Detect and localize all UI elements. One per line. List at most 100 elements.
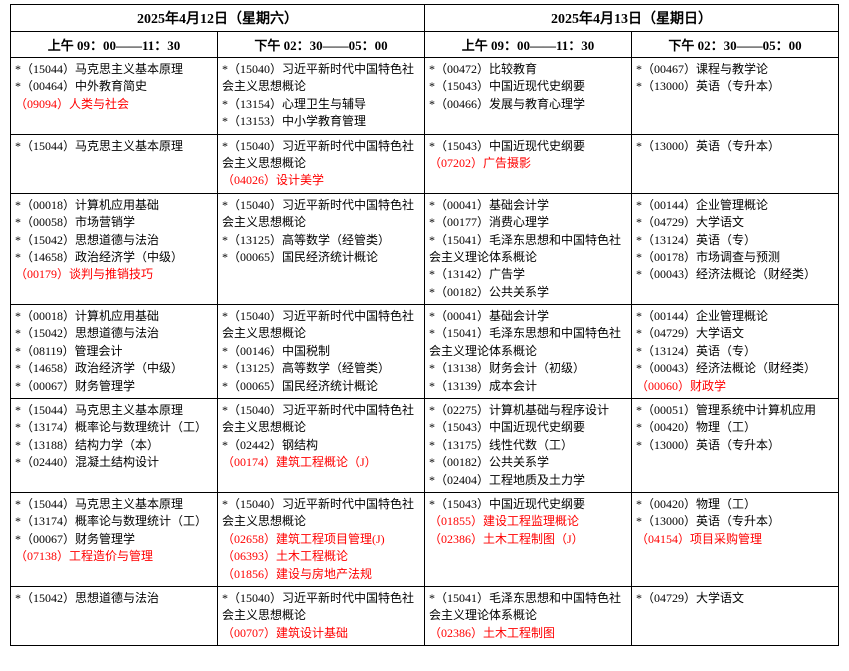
- course-item: *（14658）政治经济学（中级）: [15, 249, 213, 266]
- course-item: *（13125）高等数学（经管类）: [222, 360, 420, 377]
- course-item: *（15040）习近平新时代中国特色社会主义思想概论: [222, 197, 420, 232]
- table-row: *（00018）计算机应用基础*（15042）思想道德与法治*（08119）管理…: [11, 305, 839, 399]
- course-item: *（15042）思想道德与法治: [15, 590, 213, 607]
- course-item: *（15043）中国近现代史纲要: [429, 78, 627, 95]
- table-cell: *（15040）习近平新时代中国特色社会主义思想概论*（02442）钢结构（00…: [218, 399, 425, 493]
- table-cell: *（15044）马克思主义基本原理: [11, 134, 218, 193]
- session-header-row: 上午 09：00——11：30 下午 02：30——05：00 上午 09：00…: [11, 32, 839, 58]
- course-item: *（13139）成本会计: [429, 378, 627, 395]
- table-cell: *（15042）思想道德与法治: [11, 586, 218, 645]
- session-header-1: 下午 02：30——05：00: [218, 32, 425, 58]
- table-cell: *（15040）习近平新时代中国特色社会主义思想概论*（00146）中国税制*（…: [218, 305, 425, 399]
- table-row: *（15044）马克思主义基本原理*（15040）习近平新时代中国特色社会主义思…: [11, 134, 839, 193]
- course-item: *（15041）毛泽东思想和中国特色社会主义理论体系概论: [429, 232, 627, 267]
- course-item: *（00018）计算机应用基础: [15, 197, 213, 214]
- course-item: *（13174）概率论与数理统计（工）: [15, 513, 213, 530]
- course-item: *（15040）习近平新时代中国特色社会主义思想概论: [222, 61, 420, 96]
- table-cell: *（00018）计算机应用基础*（00058）市场营销学*（15042）思想道德…: [11, 193, 218, 304]
- course-item: （04026）设计美学: [222, 172, 420, 189]
- course-item: *（15040）习近平新时代中国特色社会主义思想概论: [222, 496, 420, 531]
- course-item: *（00144）企业管理概论: [636, 197, 834, 214]
- course-item: *（00018）计算机应用基础: [15, 308, 213, 325]
- table-row: *（15044）马克思主义基本原理*（13174）概率论与数理统计（工）*（00…: [11, 492, 839, 586]
- course-item: *（00182）公共关系学: [429, 284, 627, 301]
- course-item: *（00420）物理（工）: [636, 419, 834, 436]
- table-cell: *（15040）习近平新时代中国特色社会主义思想概论（04026）设计美学: [218, 134, 425, 193]
- table-cell: *（00051）管理系统中计算机应用*（00420）物理（工）*（13000）英…: [632, 399, 839, 493]
- page-root: 2025年4月12日（星期六） 2025年4月13日（星期日） 上午 09：00…: [0, 0, 849, 656]
- table-cell: *（00018）计算机应用基础*（15042）思想道德与法治*（08119）管理…: [11, 305, 218, 399]
- course-item: *（04729）大学语文: [636, 325, 834, 342]
- table-cell: *（15041）毛泽东思想和中国特色社会主义理论体系概论（02386）土木工程制…: [425, 586, 632, 645]
- table-row: *（15044）马克思主义基本原理*（00464）中外教育简史（09094）人类…: [11, 58, 839, 135]
- course-item: *（00178）市场调查与预测: [636, 249, 834, 266]
- table-cell: *（04729）大学语文: [632, 586, 839, 645]
- table-cell: *（15040）习近平新时代中国特色社会主义思想概论*（13154）心理卫生与辅…: [218, 58, 425, 135]
- course-item: *（14658）政治经济学（中级）: [15, 360, 213, 377]
- course-item: *（00043）经济法概论（财经类）: [636, 266, 834, 283]
- course-item: （02658）建筑工程项目管理(J): [222, 531, 420, 548]
- course-item: *（13000）英语（专升本）: [636, 513, 834, 530]
- day-header-1: 2025年4月13日（星期日）: [425, 5, 839, 32]
- course-item: *（00466）发展与教育心理学: [429, 96, 627, 113]
- course-item: *（15042）思想道德与法治: [15, 232, 213, 249]
- table-cell: *（15043）中国近现代史纲要（01855）建设工程监理概论（02386）土木…: [425, 492, 632, 586]
- course-item: *（00051）管理系统中计算机应用: [636, 402, 834, 419]
- course-item: *（13174）概率论与数理统计（工）: [15, 419, 213, 436]
- course-item: *（13154）心理卫生与辅导: [222, 96, 420, 113]
- course-item: *（13124）英语（专）: [636, 232, 834, 249]
- course-item: （09094）人类与社会: [15, 96, 213, 113]
- course-item: *（00146）中国税制: [222, 343, 420, 360]
- table-cell: *（00144）企业管理概论*（04729）大学语文*（13124）英语（专）*…: [632, 193, 839, 304]
- course-item: *（13000）英语（专升本）: [636, 437, 834, 454]
- course-item: *（15044）马克思主义基本原理: [15, 402, 213, 419]
- course-item: *（00058）市场营销学: [15, 214, 213, 231]
- course-item: *（00041）基础会计学: [429, 197, 627, 214]
- course-item: *（15041）毛泽东思想和中国特色社会主义理论体系概论: [429, 590, 627, 625]
- course-item: *（15040）习近平新时代中国特色社会主义思想概论: [222, 402, 420, 437]
- table-cell: *（15043）中国近现代史纲要（07202）广告摄影: [425, 134, 632, 193]
- table-cell: *（15044）马克思主义基本原理*（13174）概率论与数理统计（工）*（00…: [11, 492, 218, 586]
- course-item: （06393）土木工程概论: [222, 548, 420, 565]
- course-item: *（15041）毛泽东思想和中国特色社会主义理论体系概论: [429, 325, 627, 360]
- course-item: *（00144）企业管理概论: [636, 308, 834, 325]
- table-head: 2025年4月12日（星期六） 2025年4月13日（星期日） 上午 09：00…: [11, 5, 839, 58]
- course-item: *（13138）财务会计（初级）: [429, 360, 627, 377]
- course-item: *（04729）大学语文: [636, 214, 834, 231]
- table-cell: *（15040）习近平新时代中国特色社会主义思想概论（00707）建筑设计基础: [218, 586, 425, 645]
- table-cell: *（00472）比较教育*（15043）中国近现代史纲要*（00466）发展与教…: [425, 58, 632, 135]
- course-item: *（15042）思想道德与法治: [15, 325, 213, 342]
- course-item: （07202）广告摄影: [429, 155, 627, 172]
- day-header-row: 2025年4月12日（星期六） 2025年4月13日（星期日）: [11, 5, 839, 32]
- table-row: *（15044）马克思主义基本原理*（13174）概率论与数理统计（工） *（13…: [11, 399, 839, 493]
- course-item: *（00043）经济法概论（财经类）: [636, 360, 834, 377]
- course-item: （00707）建筑设计基础: [222, 625, 420, 642]
- session-header-0: 上午 09：00——11：30: [11, 32, 218, 58]
- course-item: （04154）项目采购管理: [636, 531, 834, 548]
- course-item: *（00067）财务管理学: [15, 531, 213, 548]
- course-item: *（00420）物理（工）: [636, 496, 834, 513]
- course-item: *（15043）中国近现代史纲要: [429, 138, 627, 155]
- course-item: *（13153）中小学教育管理: [222, 113, 420, 130]
- table-row: *（00018）计算机应用基础*（00058）市场营销学*（15042）思想道德…: [11, 193, 839, 304]
- course-item: *（08119）管理会计: [15, 343, 213, 360]
- course-item: *（13124）英语（专）: [636, 343, 834, 360]
- course-item: *（15040）习近平新时代中国特色社会主义思想概论: [222, 138, 420, 173]
- course-item: （00174）建筑工程概论（J）: [222, 454, 420, 471]
- course-item: *（13142）广告学: [429, 266, 627, 283]
- course-item: （02386）土木工程制图（J）: [429, 531, 627, 548]
- table-cell: *（00144）企业管理概论*（04729）大学语文*（13124）英语（专）*…: [632, 305, 839, 399]
- table-cell: *（00467）课程与教学论*（13000）英语（专升本）: [632, 58, 839, 135]
- table-cell: *（15044）马克思主义基本原理*（00464）中外教育简史（09094）人类…: [11, 58, 218, 135]
- table-cell: *（00041）基础会计学*（00177）消费心理学*（15041）毛泽东思想和…: [425, 193, 632, 304]
- course-item: （01855）建设工程监理概论: [429, 513, 627, 530]
- schedule-table: 2025年4月12日（星期六） 2025年4月13日（星期日） 上午 09：00…: [10, 4, 839, 646]
- table-cell: *（15040）习近平新时代中国特色社会主义思想概论*（13125）高等数学（经…: [218, 193, 425, 304]
- session-header-2: 上午 09：00——11：30: [425, 32, 632, 58]
- course-item: （07138）工程造价与管理: [15, 548, 213, 565]
- table-body: *（15044）马克思主义基本原理*（00464）中外教育简史（09094）人类…: [11, 58, 839, 646]
- course-item: （01856）建设与房地产法规: [222, 566, 420, 583]
- course-item: *（13000）英语（专升本）: [636, 78, 834, 95]
- course-item: （02386）土木工程制图: [429, 625, 627, 642]
- course-item: *（15043）中国近现代史纲要: [429, 419, 627, 436]
